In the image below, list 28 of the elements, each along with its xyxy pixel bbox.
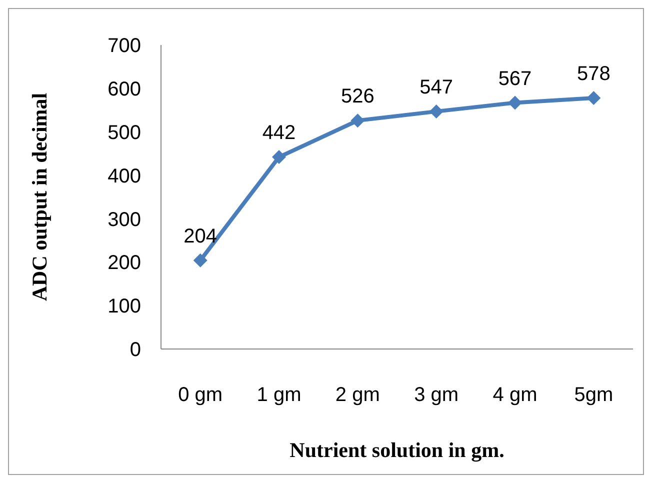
point xyxy=(350,114,365,128)
x-tick-label: 0 gm xyxy=(178,384,223,406)
y-tick-label: 100 xyxy=(108,296,141,318)
y-tick-label: 200 xyxy=(108,252,141,274)
x-tick-label: 4 gm xyxy=(492,384,538,406)
data-label: 578 xyxy=(576,62,610,85)
y-tick-label: 300 xyxy=(108,208,141,231)
x-tick-label: 1 gm xyxy=(256,384,302,406)
y-tick-label: 0 xyxy=(130,339,141,362)
y-tick-label: 400 xyxy=(108,165,141,188)
data-label: 526 xyxy=(340,86,374,108)
x-tick-label: 3 gm xyxy=(414,384,459,406)
point xyxy=(508,96,522,110)
data-label: 204 xyxy=(184,225,218,248)
data-label: 547 xyxy=(420,76,454,98)
data-label: 567 xyxy=(498,68,532,90)
y-axis-title: ADC output in decimal xyxy=(27,92,52,302)
x-tick-label: 2 gm xyxy=(335,384,380,406)
y-tick-label: 600 xyxy=(108,78,141,101)
point xyxy=(272,150,286,164)
x-tick-label: 5gm xyxy=(574,384,614,406)
point xyxy=(429,104,444,118)
point xyxy=(193,253,208,268)
y-tick-label: 500 xyxy=(108,122,141,144)
x-axis-title: Nutrient solution in gm. xyxy=(290,438,504,462)
point xyxy=(586,90,601,105)
data-label: 442 xyxy=(262,122,296,144)
y-tick-label: 700 xyxy=(108,35,141,58)
